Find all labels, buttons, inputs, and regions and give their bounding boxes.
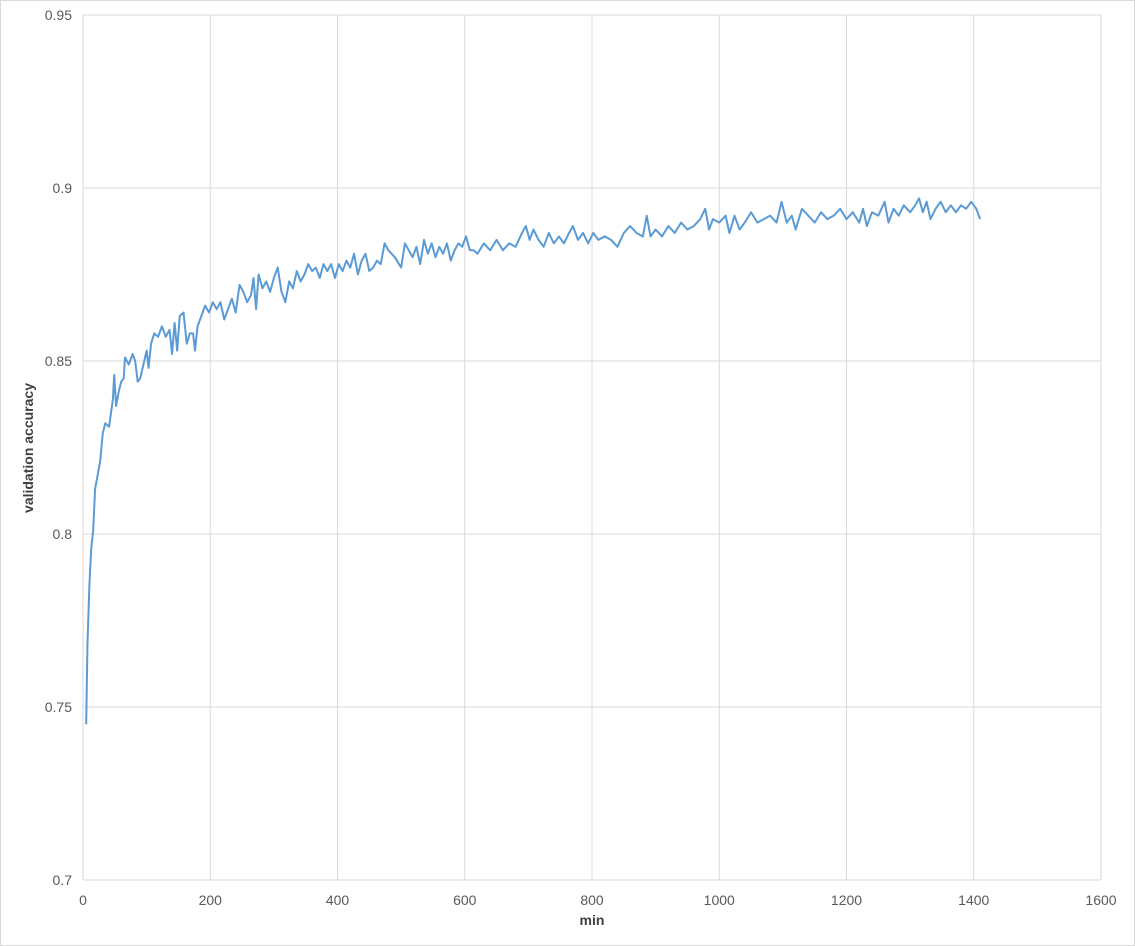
x-tick-label: 1000: [704, 892, 735, 908]
y-tick-label: 0.95: [45, 7, 72, 23]
y-axis-title: validation accuracy: [20, 383, 36, 513]
y-tick-label: 0.75: [45, 699, 72, 715]
x-tick-label: 200: [199, 892, 223, 908]
x-tick-label: 1400: [958, 892, 989, 908]
data-line: [85, 197, 982, 725]
x-tick-label: 0: [79, 892, 87, 908]
x-tick-label: 1600: [1085, 892, 1116, 908]
y-tick-label: 0.7: [53, 872, 73, 888]
x-tick-label: 600: [453, 892, 477, 908]
x-axis-title: min: [580, 912, 605, 928]
x-tick-label: 400: [326, 892, 350, 908]
y-tick-label: 0.9: [53, 180, 73, 196]
x-tick-label: 1200: [831, 892, 862, 908]
y-tick-label: 0.8: [53, 526, 73, 542]
x-tick-label: 800: [580, 892, 604, 908]
y-tick-label: 0.85: [45, 353, 72, 369]
